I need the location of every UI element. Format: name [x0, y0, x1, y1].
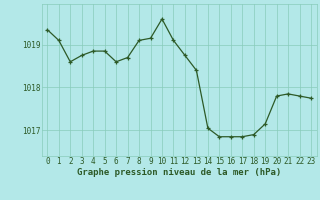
X-axis label: Graphe pression niveau de la mer (hPa): Graphe pression niveau de la mer (hPa) — [77, 168, 281, 177]
